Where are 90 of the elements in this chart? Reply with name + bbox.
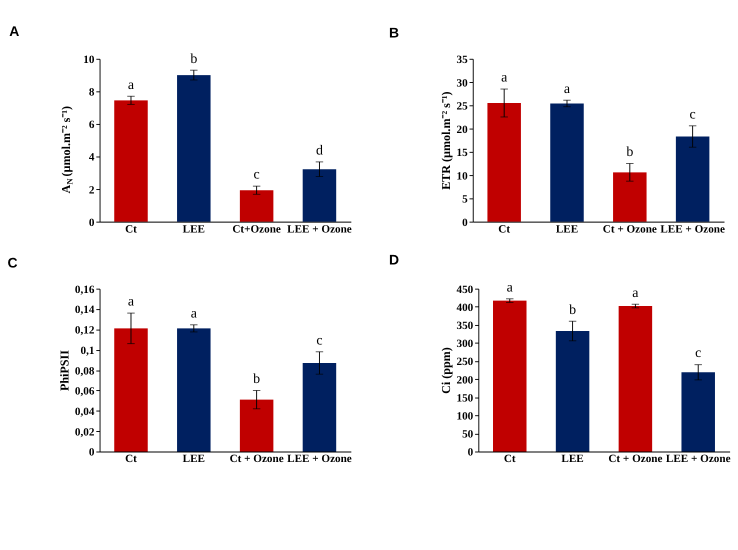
y-tick-label: 35 (456, 54, 468, 66)
x-tick-label: LEE (556, 223, 578, 236)
x-tick-label: LEE + Ozone (287, 453, 352, 466)
y-tick-label: 0,08 (74, 365, 95, 378)
x-tick-label: LEE (561, 453, 584, 466)
x-tick-label: Ct (504, 453, 516, 466)
bar (681, 372, 715, 452)
y-tick-label: 0 (468, 446, 474, 459)
x-tick-label: LEE + Ozone (287, 223, 352, 236)
bar (487, 103, 521, 222)
x-tick-label: Ct (125, 223, 138, 236)
y-tick-label: 0,04 (74, 406, 95, 418)
x-tick-label: Ct (498, 223, 510, 236)
annotation: b (626, 145, 634, 160)
y-tick-label: 6 (88, 119, 95, 132)
y-tick-label: 200 (456, 374, 474, 386)
annotation: b (253, 372, 260, 388)
y-tick-label: 400 (456, 302, 474, 314)
y-tick-label: 30 (456, 77, 468, 90)
x-tick-label: LEE (182, 223, 205, 236)
chart-title: C (7, 254, 18, 270)
x-tick-label: LEE + Ozone (660, 223, 725, 236)
bar (556, 331, 590, 452)
annotation: b (190, 52, 198, 67)
annotation: a (501, 70, 508, 86)
bar (240, 400, 274, 452)
y-tick-label: 5 (462, 194, 468, 206)
annotation: a (564, 82, 570, 97)
y-tick-label: 450 (456, 284, 474, 296)
bar (550, 103, 584, 222)
y-tick-label: 0,02 (74, 426, 95, 438)
text: A (58, 184, 73, 194)
annotation: c (316, 333, 323, 348)
y-tick-label: 250 (456, 356, 474, 368)
annotation: a (190, 306, 197, 322)
y-axis-title: PhiPSII (57, 350, 72, 392)
y-axis-title: ETR (µmol.m⁻² s⁻¹) (438, 92, 453, 190)
y-tick-label: 50 (462, 428, 474, 441)
bar (114, 328, 148, 452)
y-tick-label: 0,16 (74, 284, 95, 296)
chart-title: A (9, 22, 20, 39)
y-tick-label: 150 (456, 392, 474, 404)
y-axis-title: Ci (ppm) (438, 347, 453, 394)
y-tick-label: 0,1 (80, 344, 94, 357)
bar (240, 190, 274, 222)
x-tick-label: LEE (182, 453, 205, 466)
y-tick-label: 0,06 (74, 386, 95, 398)
y-tick-label: 0 (88, 216, 95, 229)
y-tick-label: 300 (456, 338, 474, 350)
y-tick-label: 0 (462, 216, 468, 229)
y-tick-label: 10 (456, 170, 468, 182)
annotation: a (128, 294, 134, 310)
annotation: c (254, 168, 260, 183)
bar (177, 75, 211, 222)
text: N (µmol.m⁻² s⁻¹) (58, 106, 75, 185)
y-tick-label: 100 (456, 410, 474, 423)
y-tick-label: 0,14 (74, 304, 95, 316)
annotation: d (316, 143, 323, 158)
annotation: a (128, 78, 134, 93)
annotation: b (569, 302, 576, 318)
bar (618, 306, 652, 452)
x-tick-label: Ct (125, 453, 138, 466)
y-tick-label: 15 (456, 147, 468, 160)
y-tick-label: 0,12 (74, 324, 95, 337)
annotation: c (690, 107, 696, 122)
bar (302, 169, 336, 222)
bar (493, 300, 527, 452)
x-tick-label: LEE + Ozone (666, 453, 731, 466)
bar (676, 136, 710, 222)
bar (177, 328, 211, 452)
x-tick-label: Ct + Ozone (608, 453, 662, 466)
annotation: a (632, 286, 638, 301)
y-tick-label: 4 (88, 152, 95, 164)
bar (613, 172, 647, 222)
chart-title: B (389, 24, 400, 40)
chart-title: D (389, 251, 400, 268)
y-tick-label: 20 (456, 124, 468, 136)
annotation: c (695, 346, 702, 362)
x-tick-label: Ct+Ozone (232, 223, 281, 236)
y-tick-label: 0 (88, 446, 95, 459)
annotation: a (506, 280, 513, 296)
bar (302, 362, 336, 452)
bar (114, 100, 148, 222)
x-tick-label: Ct + Ozone (230, 453, 284, 466)
y-tick-label: 10 (83, 54, 95, 66)
y-tick-label: 8 (88, 86, 95, 99)
y-tick-label: 2 (88, 184, 95, 196)
y-tick-label: 350 (456, 320, 474, 332)
x-tick-label: Ct + Ozone (602, 223, 657, 236)
y-tick-label: 25 (456, 100, 468, 113)
